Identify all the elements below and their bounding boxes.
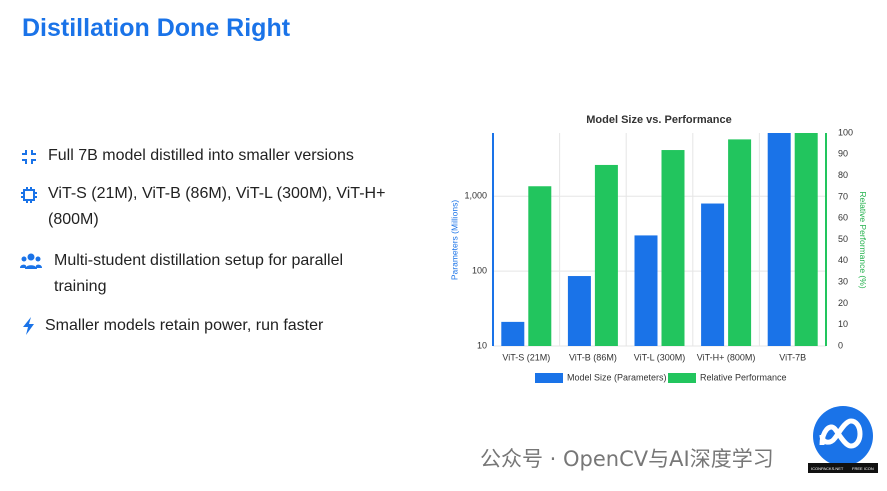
logo-caption: FREE ICON: [852, 466, 874, 471]
x-tick-label: ViT-H+ (800M): [697, 352, 756, 362]
legend-swatch: [668, 373, 696, 383]
icon: [21, 187, 37, 203]
bar: [594, 164, 618, 346]
legend-label: Relative Performance: [700, 372, 787, 382]
slide-title: Distillation Done Right: [22, 14, 291, 42]
y2-tick-label: 100: [838, 127, 853, 137]
y-tick-label: 100: [472, 266, 487, 276]
y2-tick-label: 90: [838, 149, 848, 159]
bar: [501, 321, 525, 346]
bullet: Full 7B model distilled into smaller ver…: [48, 147, 354, 164]
chart-title: Model Size vs. Performance: [586, 114, 732, 126]
y2-tick-label: 0: [838, 340, 843, 350]
icon: [20, 253, 42, 269]
bar: [728, 139, 752, 346]
legend-label: Model Size (Parameters): [567, 372, 667, 382]
watermark: 公众号 · OpenCV与AI深度学习: [480, 447, 774, 471]
y2-tick-label: 50: [838, 234, 848, 244]
y-tick-label: 10: [477, 340, 487, 350]
bullet: Multi-student distillation setup for par…: [54, 252, 344, 295]
bar: [661, 150, 685, 346]
meta-logo: ICONPACKS.NET FREE ICON: [808, 405, 878, 473]
x-tick-label: ViT-S (21M): [502, 352, 550, 362]
y2-tick-label: 30: [838, 276, 848, 286]
y2-tick-label: 70: [838, 191, 848, 201]
x-tick-label: ViT-7B: [779, 352, 806, 362]
y-tick-label: 1,000: [464, 191, 487, 201]
bar: [634, 235, 658, 346]
logo-caption: ICONPACKS.NET: [811, 466, 844, 471]
legend-swatch: [535, 373, 563, 383]
bar: [701, 203, 725, 346]
y2-axis-title: Relative Performance (%): [858, 191, 868, 288]
icon: [22, 150, 36, 164]
y2-tick-label: 10: [838, 319, 848, 329]
y-axis-title: Parameters (Millions): [449, 200, 459, 280]
x-tick-label: ViT-B (86M): [569, 352, 617, 362]
bar: [767, 133, 791, 346]
y2-tick-label: 60: [838, 213, 848, 223]
x-tick-label: ViT-L (300M): [634, 352, 686, 362]
y2-tick-label: 80: [838, 170, 848, 180]
y2-tick-label: 20: [838, 298, 848, 308]
icon: [23, 317, 34, 335]
y2-tick-label: 40: [838, 255, 848, 265]
bar: [528, 186, 552, 346]
bullet: Smaller models retain power, run faster: [45, 317, 324, 334]
bar: [794, 133, 818, 346]
bullet: ViT-S (21M), ViT-B (86M), ViT-L (300M), …: [48, 185, 386, 228]
bar: [567, 276, 591, 346]
